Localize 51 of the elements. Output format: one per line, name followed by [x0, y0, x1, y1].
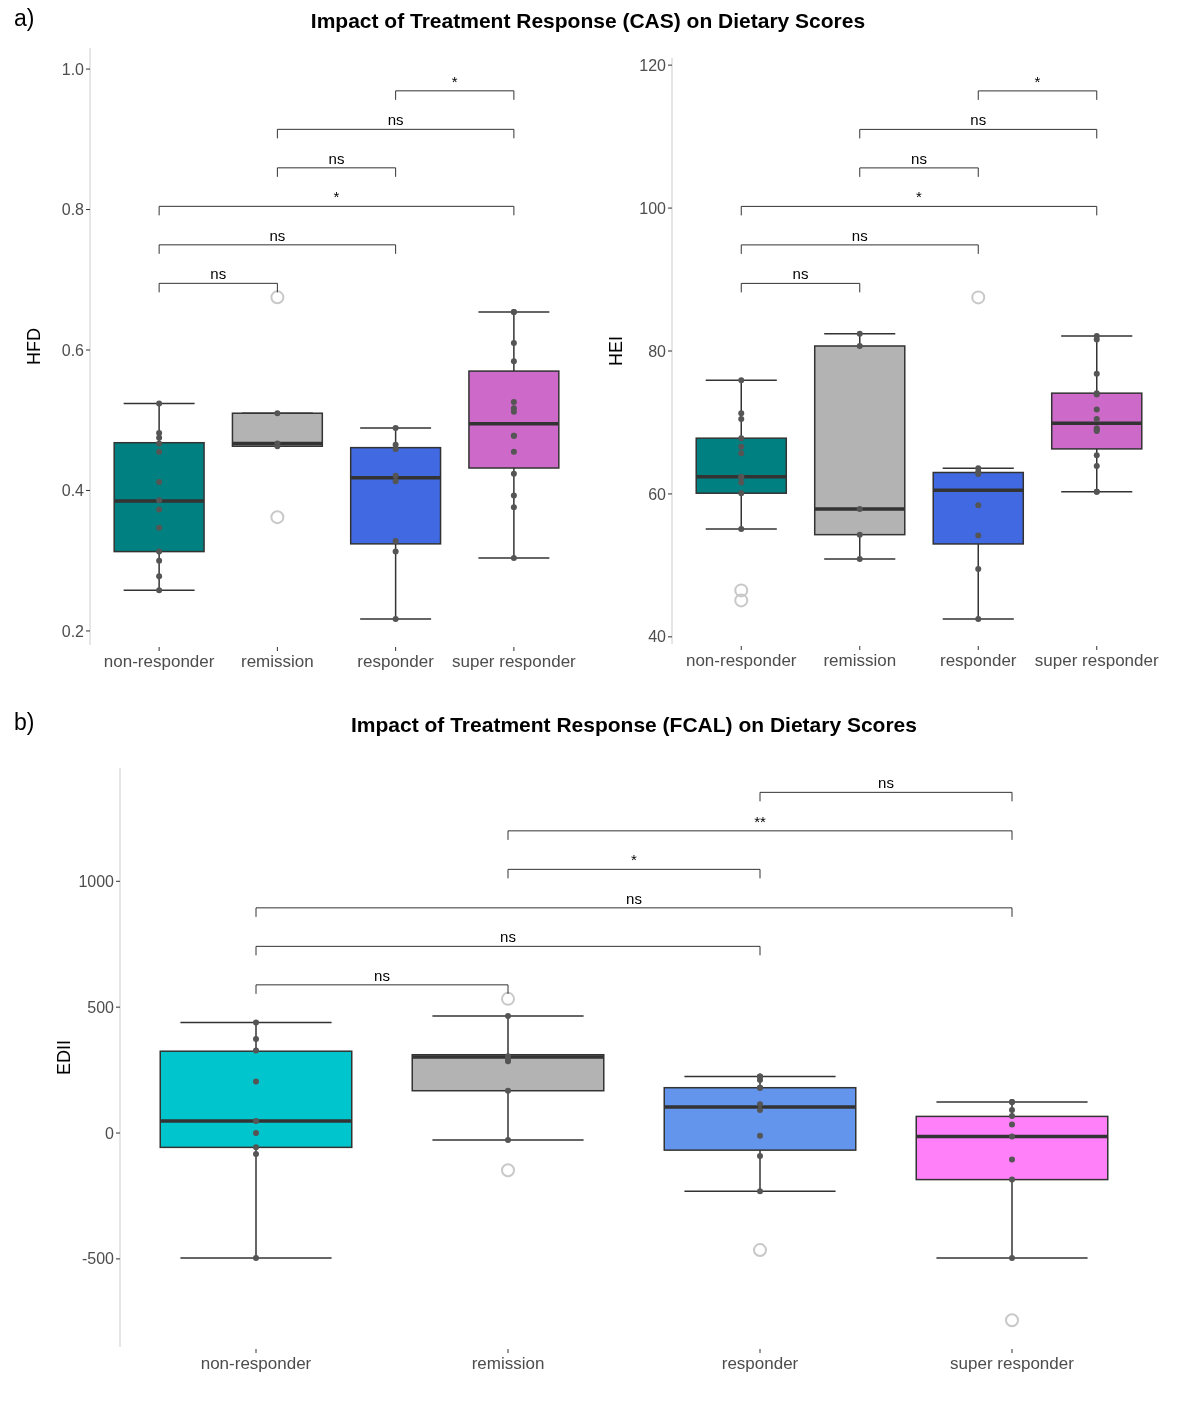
annotation: ns — [970, 111, 987, 129]
annotation: ns — [328, 149, 345, 167]
y-axis-title: HFD — [24, 328, 44, 365]
y-tick-label: -500 — [81, 1250, 115, 1268]
x-tick-label: non-responder — [685, 651, 797, 670]
y-tick-label: 0 — [105, 1124, 115, 1142]
y-tick-label: 100 — [639, 199, 667, 217]
text: Impact of Treatment Response (CAS) on Dietary Scores — [310, 9, 866, 32]
y-tick-label: 0.8 — [61, 201, 85, 219]
x-tick-label: non-responder — [103, 652, 215, 671]
y-tick-label: 0.2 — [61, 622, 85, 640]
y-tick-label: 0.6 — [61, 341, 85, 359]
x-tick-label: super responder — [950, 1354, 1075, 1373]
x-tick-label: super responder — [451, 652, 577, 671]
x-tick-label: responder — [721, 1354, 799, 1373]
annotation: * — [631, 851, 638, 869]
x-tick-label: remission — [241, 652, 314, 671]
text: b) — [14, 709, 35, 735]
chart-title: Impact of Treatment Response (FCAL) on Dietary Scores — [351, 713, 917, 736]
annotation: ns — [210, 265, 227, 283]
annotation: * — [333, 188, 340, 206]
x-tick-label: responder — [939, 651, 1017, 670]
annotation: * — [916, 188, 923, 206]
text: a) — [14, 5, 35, 31]
x-tick-label: remission — [471, 1354, 545, 1373]
annotation: ns — [792, 265, 809, 283]
annotation: ns — [911, 149, 927, 167]
annotation: * — [451, 72, 458, 90]
annotation: ns — [851, 226, 868, 244]
x-tick-label: remission — [823, 651, 897, 670]
annotation: ns — [374, 966, 390, 984]
x-tick-label: non-responder — [200, 1354, 312, 1373]
annotation: ns — [387, 111, 404, 129]
y-axis-title: EDII — [54, 1039, 74, 1076]
y-axis-title: HEI — [606, 335, 626, 367]
y-tick-label: 60 — [648, 485, 667, 503]
annotation: ** — [754, 812, 766, 830]
y-tick-label: 120 — [639, 56, 667, 74]
annotation: ns — [500, 928, 516, 946]
y-tick-label: 80 — [648, 342, 667, 360]
annotation: * — [1034, 72, 1041, 90]
x-tick-label: responder — [357, 652, 435, 671]
annotation: ns — [269, 226, 286, 244]
x-tick-label: super responder — [1034, 651, 1159, 670]
annotation: ns — [878, 774, 894, 792]
annotation: ns — [626, 889, 642, 907]
y-tick-label: 1000 — [78, 872, 115, 890]
y-tick-label: 500 — [87, 998, 115, 1016]
y-tick-label: 40 — [648, 628, 667, 646]
y-tick-label: 0.4 — [61, 482, 85, 500]
y-tick-label: 1.0 — [61, 60, 85, 78]
